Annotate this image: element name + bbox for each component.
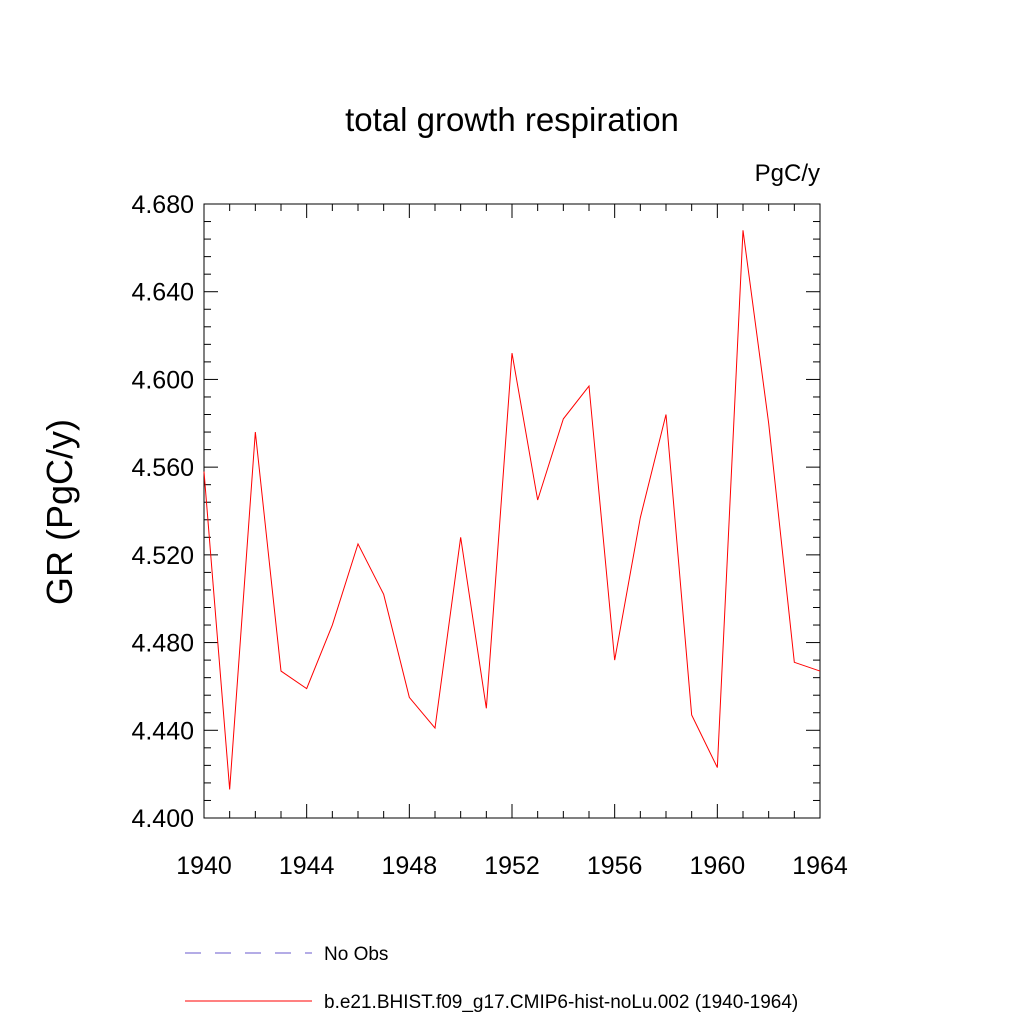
- y-tick-label: 4.400: [131, 805, 194, 833]
- y-tick-label: 4.640: [131, 279, 194, 307]
- plot-frame: [203, 203, 821, 819]
- legend-label-run: b.e21.BHIST.f09_g17.CMIP6-hist-noLu.002 …: [324, 992, 798, 1013]
- legend: No Obs b.e21.BHIST.f09_g17.CMIP6-hist-no…: [185, 944, 798, 1013]
- y-tick-label: 4.600: [131, 366, 194, 394]
- x-axis-ticks: 1940 1944 1948 1952 1956 1960 1964: [176, 204, 848, 880]
- x-tick-label: 1956: [587, 852, 643, 880]
- y-tick-label: 4.440: [131, 717, 194, 745]
- units-label: PgC/y: [755, 160, 820, 187]
- legend-label-no-obs: No Obs: [324, 944, 388, 965]
- x-tick-label: 1960: [690, 852, 746, 880]
- y-axis-label: GR (PgC/y): [39, 419, 80, 605]
- x-tick-label: 1944: [279, 852, 335, 880]
- y-axis-ticks: 4.400 4.440 4.480 4.520 4.560 4.600 4.640 4.680: [131, 191, 820, 833]
- chart-title: total growth respiration: [345, 101, 679, 138]
- y-tick-label: 4.560: [131, 454, 194, 482]
- series-line: [203, 230, 821, 790]
- y-tick-label: 4.680: [131, 191, 194, 219]
- series-layer: [203, 230, 821, 790]
- x-tick-label: 1948: [382, 852, 438, 880]
- x-tick-label: 1964: [792, 852, 848, 880]
- y-tick-label: 4.480: [131, 630, 194, 658]
- y-tick-label: 4.520: [131, 542, 194, 570]
- x-tick-label: 1940: [176, 852, 232, 880]
- x-tick-label: 1952: [484, 852, 540, 880]
